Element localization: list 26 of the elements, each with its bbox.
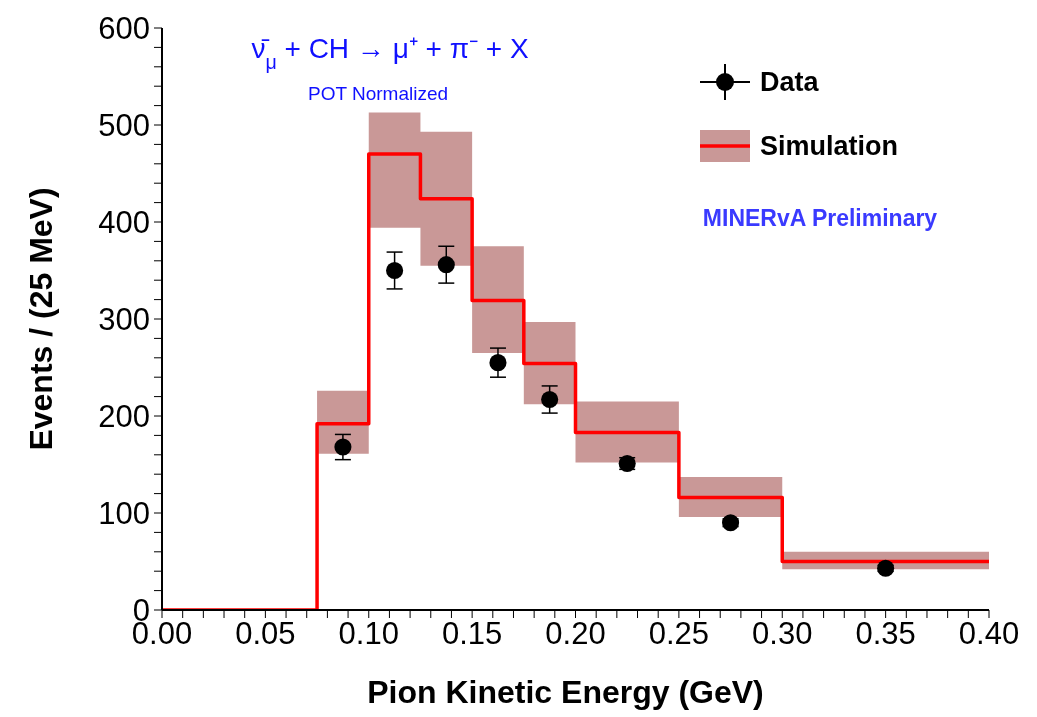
legend-label: Data — [760, 66, 819, 98]
y-tick-label: 200 — [98, 399, 150, 435]
text: POT Normalized — [307, 83, 449, 104]
y-axis-title: Events / (25 MeV) — [23, 187, 59, 451]
chart-title: ν̄$_{μ}$ + CH → μ⁺ + π⁻ + X — [251, 33, 529, 73]
point — [386, 261, 404, 280]
annotation: MINERvA Preliminary — [702, 205, 938, 231]
legend-label: Simulation — [760, 130, 899, 162]
x-tick-label: 0.40 — [958, 616, 1020, 652]
point — [489, 354, 507, 372]
x-tick-label: 0.25 — [648, 616, 710, 652]
y-tick-label: 100 — [98, 496, 150, 532]
point — [334, 438, 352, 456]
y-tick-label: 500 — [98, 108, 150, 144]
y-tick-label: 400 — [98, 205, 150, 241]
x-axis-title: Pion Kinetic Energy (GeV) — [367, 674, 764, 710]
x-tick-label: 0.10 — [338, 616, 399, 652]
y-tick-label: 600 — [98, 11, 150, 47]
x-tick-label: 0.30 — [752, 616, 813, 652]
point — [437, 256, 455, 274]
x-tick-label: 0.05 — [235, 616, 296, 652]
point — [541, 390, 559, 409]
x-tick-label: 0.20 — [545, 616, 606, 652]
x-tick-label: 0.15 — [441, 616, 503, 652]
x-tick-label: 0.35 — [855, 616, 916, 652]
y-tick-label: 300 — [98, 302, 150, 338]
